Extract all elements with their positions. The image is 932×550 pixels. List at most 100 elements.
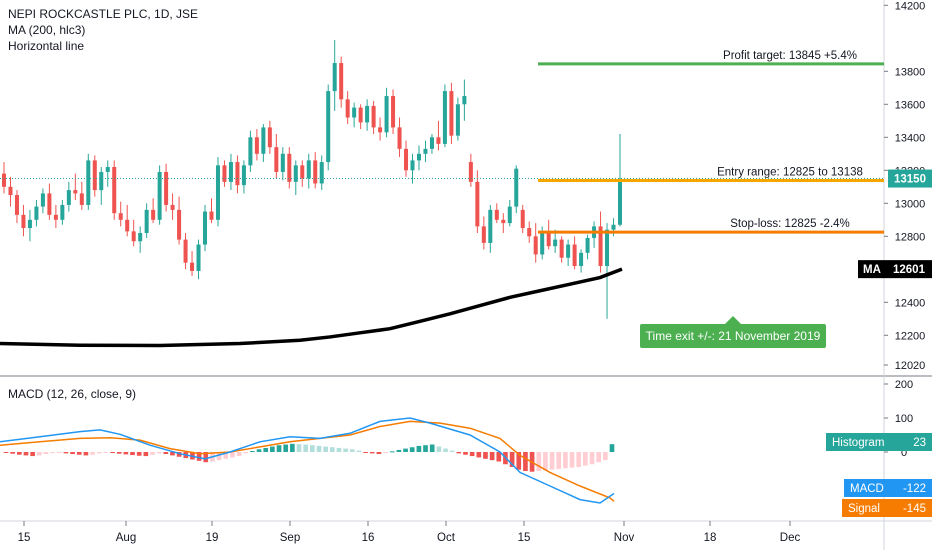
macd-histogram-bar	[56, 452, 62, 453]
candle-body	[293, 165, 298, 182]
macd-histogram-bar	[290, 443, 295, 452]
candle-body	[280, 153, 285, 172]
macd-tick-label: 200	[895, 379, 913, 391]
macd-histogram-bar	[549, 452, 555, 470]
macd-histogram-bar	[436, 446, 442, 452]
candle-body	[73, 190, 78, 194]
candle-body	[449, 91, 454, 136]
macd-histogram-bar	[3, 452, 9, 453]
time-tick-label: 15	[518, 532, 531, 544]
candle-body	[164, 171, 169, 205]
macd-histogram-bar	[96, 452, 102, 454]
macd-histogram-bar	[523, 452, 528, 472]
time-tick-label: Oct	[437, 532, 456, 544]
candle-body	[235, 162, 240, 186]
macd-histogram-bar	[596, 452, 602, 463]
candle-body	[326, 91, 331, 163]
candle-body	[468, 162, 473, 182]
macd-histogram-bar	[509, 452, 515, 467]
ma-tag	[858, 260, 932, 279]
candle-body	[371, 105, 376, 128]
macd-histogram-bar	[329, 447, 335, 452]
candle-body	[254, 137, 259, 154]
time-exit-box	[640, 324, 826, 348]
candle-body	[60, 204, 65, 220]
candle-body	[378, 127, 383, 133]
macd-histogram-bar	[116, 452, 122, 454]
candle-body	[47, 193, 52, 215]
candle-body	[248, 137, 253, 166]
candle-body	[313, 160, 318, 184]
candle-body	[319, 162, 324, 184]
macd-histogram-bar	[576, 452, 582, 467]
macd-histogram-bar	[469, 452, 475, 457]
price-tick-label: 13600	[895, 99, 926, 111]
candle-body	[488, 209, 493, 243]
candles-layer	[1, 39, 623, 319]
candle-body	[475, 181, 480, 227]
candle-body	[605, 229, 610, 266]
candle-body	[384, 96, 389, 133]
macd-histogram-bar	[123, 452, 129, 455]
candle-body	[125, 219, 130, 232]
macd-histogram-bar	[443, 448, 448, 452]
candle-body	[397, 127, 402, 149]
macd-tick-label: 0	[901, 447, 907, 459]
candle-body	[585, 237, 590, 253]
candle-body	[86, 160, 91, 205]
candle-body	[540, 231, 545, 255]
macd-histogram-bar	[349, 449, 355, 452]
annotation-label-2: Stop-loss: 12825 -2.4%	[730, 218, 850, 230]
macd-tag-1	[844, 479, 932, 497]
candle-body	[579, 252, 584, 266]
macd-histogram-bar	[369, 452, 375, 454]
candle-body	[8, 186, 13, 196]
candle-body	[267, 127, 272, 148]
candle-body	[352, 107, 357, 118]
time-exit-label: Time exit +/-: 21 November 2019	[646, 329, 821, 343]
macd-histogram-bar	[476, 452, 482, 458]
macd-histogram-bar	[223, 452, 229, 459]
macd-histogram-bar	[569, 452, 575, 468]
macd-histogram-bar	[103, 452, 109, 453]
macd-histogram-bar	[263, 447, 269, 452]
candle-body	[183, 239, 188, 263]
time-tick-label: Sep	[280, 532, 300, 544]
candle-body	[222, 165, 227, 182]
macd-histogram-bar	[496, 452, 502, 462]
macd-tag-value-0: 23	[913, 437, 926, 449]
last-price-tag	[888, 169, 932, 188]
candle-body	[1, 173, 7, 187]
macd-histogram-bar	[396, 449, 402, 452]
macd-histogram-bar	[489, 452, 495, 461]
candle-body	[131, 231, 136, 242]
hline-legend-label: Horizontal line	[8, 39, 85, 53]
candle-body	[416, 153, 421, 161]
macd-histogram-bar	[83, 452, 89, 456]
candle-body	[553, 239, 558, 247]
macd-histogram-bar	[156, 452, 162, 454]
candle-body	[300, 165, 305, 179]
macd-histogram-bar	[609, 444, 615, 452]
candle-body	[215, 165, 220, 220]
candle-body	[209, 211, 214, 220]
candle-body	[196, 244, 201, 271]
macd-histogram-bar	[556, 452, 562, 469]
macd-histogram-bar	[336, 447, 342, 452]
macd-histogram-bar	[389, 451, 395, 453]
macd-histogram-bar	[30, 452, 35, 457]
macd-histogram-bar	[136, 452, 142, 456]
macd-histogram-bar	[203, 452, 209, 463]
macd-tick-label: 100	[895, 413, 913, 425]
macd-histogram-bar	[296, 444, 302, 452]
time-tick-label: 15	[18, 532, 31, 544]
annotation-label-1: Entry range: 12825 to 13138	[717, 167, 863, 179]
macd-histogram-bar	[376, 452, 382, 455]
candle-body	[14, 195, 19, 215]
candle-body	[481, 226, 486, 243]
ma200-line	[0, 267, 623, 348]
annotation-label-0: Profit target: 13845 +5.4%	[723, 50, 857, 62]
candle-body	[274, 147, 279, 172]
